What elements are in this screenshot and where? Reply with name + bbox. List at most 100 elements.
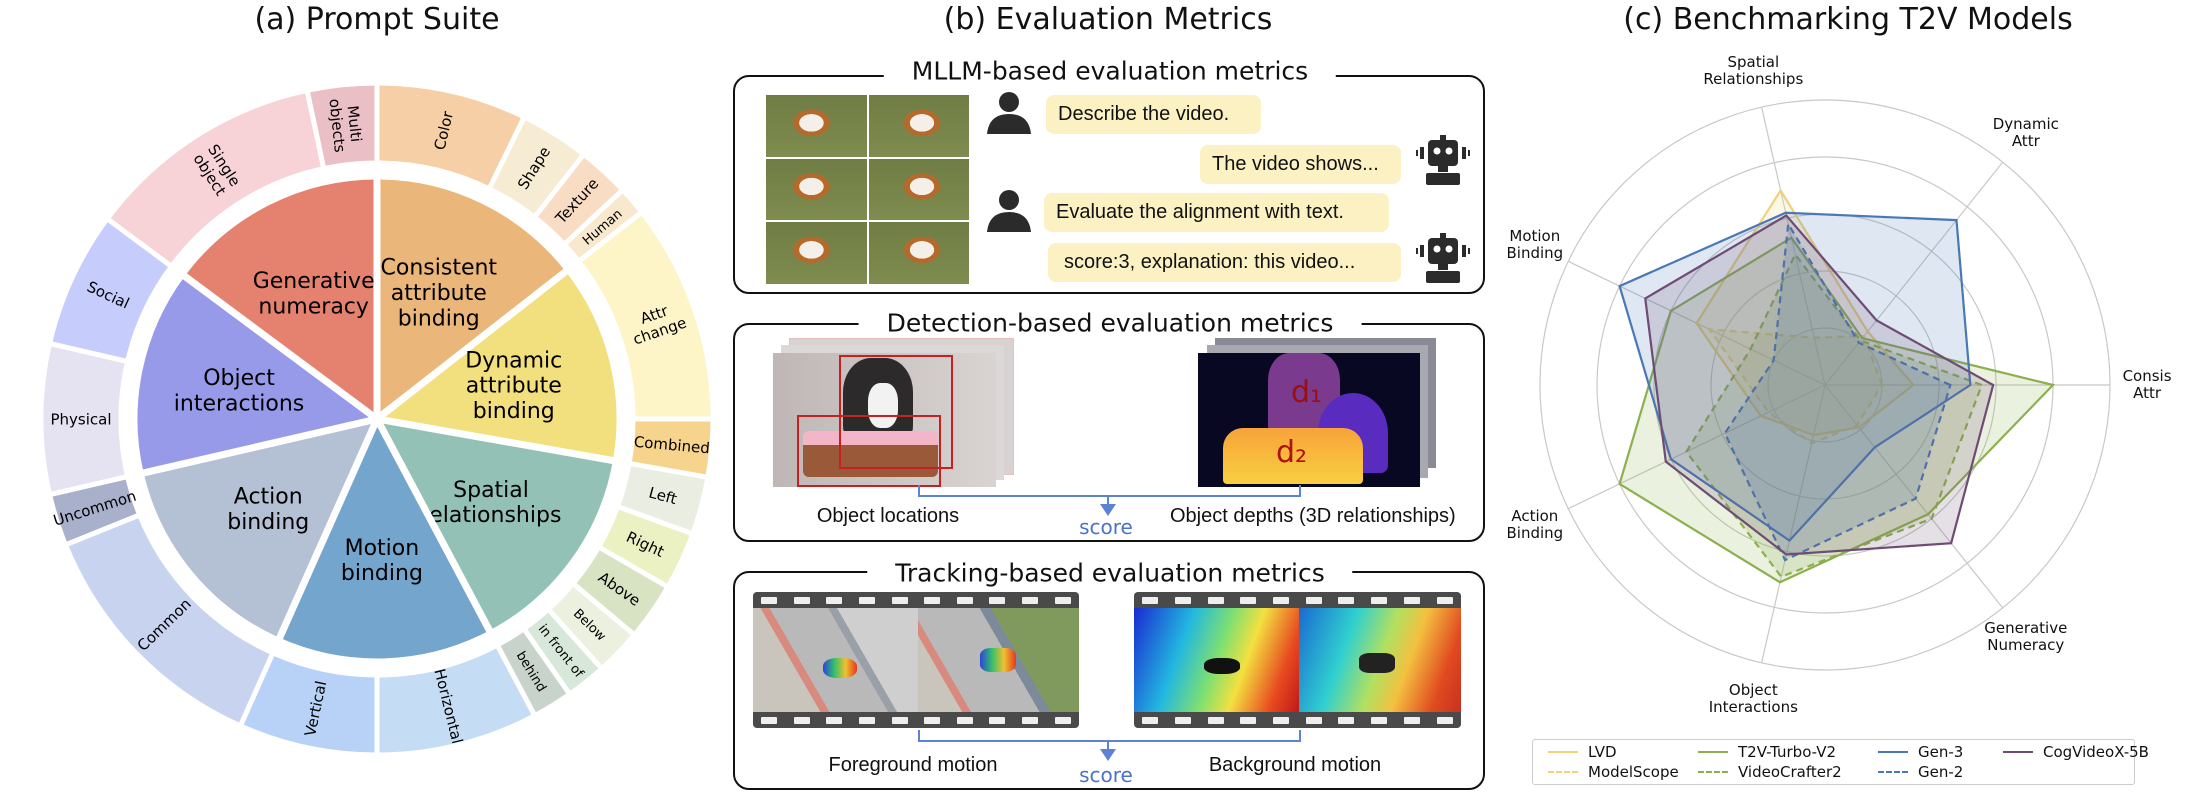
series-modelscope [1707, 328, 1884, 445]
chat-bubble-model: score:3, explanation: this video... [1048, 243, 1401, 282]
depth-label-d2: d₂ [1276, 435, 1308, 470]
depth-label-d1: d₁ [1291, 375, 1323, 410]
score-label: score [1079, 763, 1133, 787]
panel-b-title: (b) Evaluation Metrics [943, 2, 1273, 37]
panel-a-title: (a) Prompt Suite [254, 2, 500, 37]
legend-label: LVD [1588, 743, 1617, 761]
category-slice [373, 172, 574, 427]
category-slice [370, 414, 621, 639]
axis-label: Object Interactions [1708, 680, 1798, 716]
background-motion-caption: Background motion [1208, 754, 1382, 776]
category-label: Generative numeracy [253, 269, 375, 319]
video-frame [868, 95, 969, 157]
score-arrow [1107, 740, 1109, 752]
axis-line [1760, 384, 1826, 663]
legend-item: Gen-2 [1878, 763, 1963, 781]
object-locations-caption: Object locations [816, 505, 960, 527]
robot-icon [1416, 233, 1470, 283]
category-slice [136, 414, 384, 646]
subcategory-segment [304, 80, 380, 172]
score-label: score [1079, 515, 1133, 539]
video-frame [868, 222, 969, 284]
subcategory-label: Multiobjects [325, 96, 366, 154]
background-film-strip [1134, 592, 1461, 728]
legend-item: VideoCrafter2 [1698, 763, 1842, 781]
legend-swatch [1698, 751, 1728, 753]
user-icon [987, 190, 1031, 232]
legend-item: LVD [1548, 743, 1617, 761]
axis-label: Action Binding [1506, 506, 1564, 542]
legend-label: VideoCrafter2 [1738, 763, 1842, 781]
category-slice [368, 264, 624, 466]
chat-bubble-model: The video shows... [1200, 145, 1401, 184]
bounding-box [797, 415, 941, 487]
series-lvd [1695, 188, 1915, 437]
category-slice [177, 172, 381, 426]
series-cogvideox-5b [1644, 214, 1995, 556]
tracking-metrics-title: Tracking-based evaluation metrics [867, 558, 1353, 588]
user-icon [987, 92, 1031, 134]
legend-item: CogVideoX-5B [2003, 743, 2149, 761]
depth-map-image: d₁ d₂ [1198, 353, 1420, 487]
arrowhead [1100, 504, 1116, 516]
score-bracket [918, 730, 1301, 742]
category-label: Object interactions [174, 366, 304, 416]
axis-label: Spatial Relationships [1703, 53, 1804, 89]
foreground-film-strip [753, 592, 1079, 728]
legend-label: Gen-2 [1918, 763, 1964, 781]
legend-label: Gen-3 [1918, 743, 1964, 761]
legend-swatch [2003, 751, 2033, 753]
legend-item: ModelScope [1548, 763, 1679, 781]
category-label: Consistent attribute binding [381, 256, 498, 332]
chat-bubble-user: Describe the video. [1046, 95, 1261, 134]
series-gen-3 [1618, 211, 1972, 543]
object-depths-caption: Object depths (3D relationships) [1170, 505, 1456, 527]
video-frame [766, 222, 867, 284]
prompt-suite-sunburst: Consistent attribute bindingColorShapeText… [38, 80, 716, 758]
axis-line [1824, 384, 2004, 609]
legend-label: ModelScope [1588, 763, 1679, 781]
legend-swatch [1548, 751, 1578, 753]
cat-cake-image [773, 353, 996, 487]
robot-icon [1416, 135, 1470, 185]
axis-line [1567, 384, 1826, 510]
axis-label: Generative Numeracy [1984, 618, 2068, 654]
detection-metrics-title: Detection-based evaluation metrics [858, 308, 1362, 338]
category-label: Dynamic attribute binding [465, 348, 562, 424]
series-t2v-turbo-v2 [1618, 236, 2056, 584]
bounding-box [839, 355, 953, 469]
video-frames-grid [766, 95, 969, 284]
legend-label: CogVideoX-5B [2043, 743, 2149, 761]
category-label: Action binding [227, 485, 309, 535]
panel-c-title: (c) Benchmarking T2V Models [1623, 2, 2073, 37]
foreground-motion-caption: Foreground motion [828, 754, 998, 776]
video-frame [766, 158, 867, 221]
mllm-metrics-title: MLLM-based evaluation metrics [883, 56, 1337, 86]
category-label: Spatial relationships [421, 478, 562, 528]
detection-metrics-box: Detection-based evaluation metrics [733, 308, 1485, 542]
mllm-metrics-box: MLLM-based evaluation metrics [733, 56, 1485, 294]
arrowhead [1100, 749, 1116, 761]
score-arrow [1107, 495, 1109, 507]
chart-legend: LVD ModelScope T2V-Turbo-V2 VideoCrafter2 Ge… [1532, 739, 2149, 785]
video-frame [868, 158, 969, 221]
score-bracket [918, 485, 1301, 497]
category-slice [273, 411, 496, 666]
radar-chart [1539, 99, 2111, 671]
legend-label: T2V-Turbo-V2 [1738, 743, 1836, 761]
legend-swatch [1698, 771, 1728, 773]
axis-label: Dynamic Attr [1992, 115, 2059, 151]
axis-label: Consis Attr [2122, 367, 2172, 402]
tracking-metrics-box: Tracking-based evaluation metrics [733, 558, 1485, 790]
legend-swatch [1548, 771, 1578, 773]
category-slice [130, 269, 386, 478]
legend-swatch [1878, 771, 1908, 773]
legend-item: Gen-3 [1878, 743, 1963, 761]
axis-label: Motion Binding [1506, 227, 1564, 263]
subcategory-label: Physical [50, 410, 111, 428]
video-frame [766, 95, 867, 157]
axis-line [1824, 161, 2004, 386]
legend-item: T2V-Turbo-V2 [1698, 743, 1836, 761]
category-label: Motion binding [341, 536, 423, 586]
series-gen-2 [1723, 220, 1952, 562]
